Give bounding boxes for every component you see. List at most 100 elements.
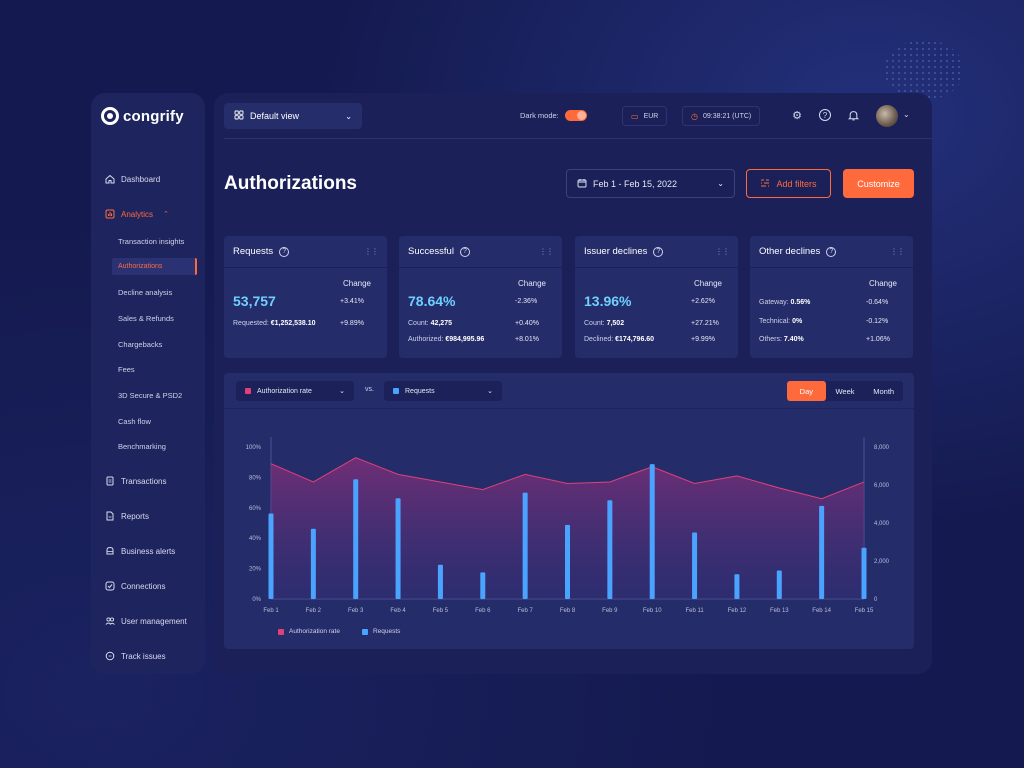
sidebar-item-user-management[interactable]: User management	[105, 616, 187, 626]
sidebar-item-track-issues[interactable]: Track issues	[105, 651, 166, 661]
sidebar-item-dashboard[interactable]: Dashboard	[105, 174, 160, 184]
requests-bar	[268, 513, 274, 599]
sidebar-item-analytics[interactable]: Analytics ⌃	[105, 209, 169, 219]
requests-bar	[649, 464, 655, 599]
kpi-row-label: Technical: 0%	[759, 318, 803, 325]
sidebar-item-label: Track issues	[121, 651, 166, 661]
calendar-icon	[577, 178, 587, 190]
kpi-row-change: +9.99%	[691, 336, 715, 343]
legend-item-authorization-rate[interactable]: Authorization rate	[278, 628, 340, 635]
sidebar-item-business-alerts[interactable]: Business alerts	[105, 546, 175, 556]
change-header: Change	[342, 279, 371, 288]
x-tick-label: Feb 6	[475, 608, 491, 614]
kpi-change: -2.36%	[515, 298, 538, 305]
help-icon[interactable]: ?	[459, 246, 470, 257]
sub-item-decline-analysis[interactable]: Decline analysis	[118, 288, 173, 297]
requests-bar	[565, 524, 570, 599]
help-icon[interactable]: ?	[818, 108, 832, 122]
period-month[interactable]: Month	[873, 386, 895, 396]
kpi-card-requests: Requests? ⋮⋮ Change 53,757 +3.41% Request…	[224, 236, 387, 358]
requests-bar	[480, 572, 486, 599]
y-right-tick-label: 0	[874, 597, 878, 603]
legend-item-requests[interactable]: Requests	[361, 628, 400, 635]
period-day[interactable]: Day	[787, 381, 826, 401]
avatar[interactable]	[876, 105, 898, 127]
y-left-tick-label: 20%	[249, 567, 262, 573]
bell-icon[interactable]	[846, 108, 860, 122]
logo[interactable]: congrify	[101, 107, 184, 125]
x-tick-label: Feb 1	[263, 608, 279, 614]
drag-handle-icon[interactable]: ⋮⋮	[539, 247, 554, 256]
sidebar: congrify Dashboard Analytics ⌃ Transacti…	[91, 93, 205, 674]
customize-button[interactable]: Customize	[843, 169, 914, 198]
x-tick-label: Feb 8	[560, 608, 576, 614]
date-range-picker[interactable]: Feb 1 - Feb 15, 2022 ⌄	[566, 169, 735, 198]
metric-select-value: Authorization rate	[257, 387, 312, 395]
kpi-row-label: Count: 42,275	[408, 320, 452, 327]
time-chip[interactable]: ◷ 09:38:21 (UTC)	[682, 106, 761, 126]
x-tick-label: Feb 9	[602, 608, 618, 614]
period-switch: Day Week Month	[787, 381, 903, 401]
x-tick-label: Feb 5	[433, 608, 449, 614]
kpi-card-other-declines: Other declines? ⋮⋮ Change Gateway: 0.56% …	[750, 236, 913, 358]
gear-icon[interactable]: ⚙	[792, 109, 802, 122]
help-icon[interactable]: ?	[653, 246, 664, 257]
requests-bar	[437, 564, 443, 599]
clock-icon: ◷	[691, 111, 698, 121]
dark-mode-toggle[interactable]	[564, 110, 587, 121]
requests-bar	[310, 528, 316, 599]
kpi-row-change: +9.89%	[340, 320, 364, 327]
chat-icon	[105, 651, 115, 661]
requests-bar	[522, 492, 528, 599]
drag-handle-icon[interactable]: ⋮⋮	[715, 247, 730, 256]
sub-item-benchmarking[interactable]: Benchmarking	[118, 442, 166, 451]
divider	[224, 138, 932, 139]
logo-icon	[101, 107, 119, 125]
x-tick-label: Feb 7	[517, 608, 533, 614]
chart-legend: Authorization rate Requests	[278, 628, 400, 635]
sidebar-item-label: Reports	[121, 511, 150, 521]
kpi-row-label: Authorized: €984,995.96	[408, 336, 485, 343]
y-left-tick-label: 100%	[246, 445, 262, 451]
requests-bar	[353, 479, 359, 599]
y-right-tick-label: 2,000	[874, 559, 890, 565]
sub-item-3d-secure[interactable]: 3D Secure & PSD2	[118, 391, 183, 400]
chevron-down-icon: ⌄	[487, 388, 493, 395]
sidebar-item-reports[interactable]: Reports	[105, 511, 149, 521]
kpi-row-label: Requested: €1,252,538.10	[233, 320, 316, 327]
view-dropdown[interactable]: Default view ⌄	[224, 103, 362, 129]
chevron-down-icon[interactable]: ⌄	[903, 110, 910, 119]
sidebar-item-connections[interactable]: Connections	[105, 581, 165, 591]
sub-item-authorizations[interactable]: Authorizations	[112, 258, 197, 275]
change-header: Change	[693, 279, 722, 288]
add-filters-label: Add filters	[776, 178, 817, 189]
metric-select-right[interactable]: Requests ⌄	[384, 381, 502, 401]
report-icon	[105, 511, 115, 521]
card-title: Requests	[233, 246, 274, 257]
sidebar-item-transactions[interactable]: Transactions	[105, 476, 167, 486]
requests-bar	[692, 532, 698, 599]
sub-item-fees[interactable]: Fees	[118, 365, 135, 374]
card-title: Successful	[408, 246, 454, 257]
card-title: Issuer declines	[584, 246, 648, 257]
sidebar-item-label: User management	[121, 616, 187, 626]
metric-select-left[interactable]: Authorization rate ⌄	[236, 381, 354, 401]
help-icon[interactable]: ?	[826, 246, 837, 257]
sub-item-transaction-insights[interactable]: Transaction insights	[118, 237, 185, 246]
x-tick-label: Feb 15	[855, 608, 874, 614]
drag-handle-icon[interactable]: ⋮⋮	[890, 247, 905, 256]
requests-bar	[734, 574, 740, 599]
add-filters-button[interactable]: Add filters	[746, 169, 831, 198]
sub-item-chargebacks[interactable]: Chargebacks	[118, 340, 163, 349]
card-title: Other declines	[759, 246, 821, 257]
help-icon[interactable]: ?	[279, 246, 290, 257]
change-header: Change	[868, 279, 897, 288]
series-swatch	[393, 388, 399, 394]
period-week[interactable]: Week	[835, 386, 855, 396]
sub-item-sales-refunds[interactable]: Sales & Refunds	[118, 314, 174, 323]
sub-item-cash-flow[interactable]: Cash flow	[118, 417, 151, 426]
kpi-card-issuer-declines: Issuer declines? ⋮⋮ Change 13.96% +2.62% …	[575, 236, 738, 358]
sidebar-item-label: Business alerts	[121, 546, 176, 556]
drag-handle-icon[interactable]: ⋮⋮	[364, 247, 379, 256]
currency-chip[interactable]: ▭ EUR	[622, 106, 668, 126]
